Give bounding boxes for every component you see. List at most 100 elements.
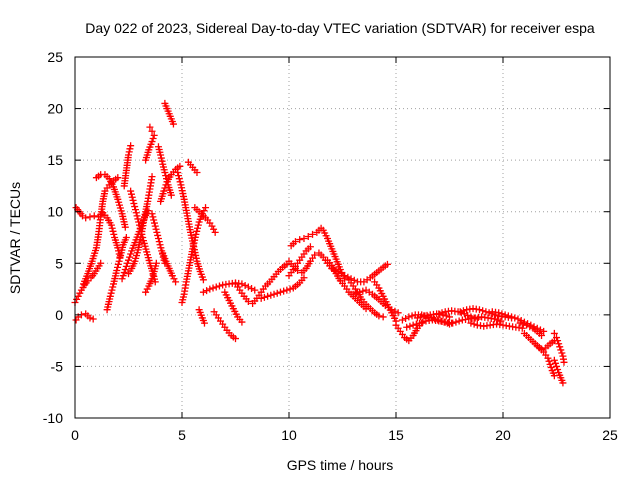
- data-point: [127, 187, 135, 195]
- data-point: [73, 295, 81, 303]
- data-point: [156, 241, 164, 249]
- data-point: [200, 319, 208, 327]
- data-point: [482, 308, 490, 316]
- data-point: [306, 243, 314, 251]
- data-point: [168, 272, 176, 280]
- data-point: [114, 263, 122, 271]
- data-point: [485, 309, 493, 317]
- data-point: [125, 148, 133, 156]
- data-point: [108, 286, 116, 294]
- data-point: [394, 309, 402, 317]
- x-tick-label: 25: [602, 427, 618, 443]
- data-point: [119, 272, 127, 280]
- data-point: [148, 173, 156, 181]
- data-point: [341, 272, 349, 280]
- data-point: [106, 292, 114, 300]
- data-point: [210, 225, 218, 233]
- y-tick-label: -5: [51, 358, 64, 374]
- data-point: [131, 203, 139, 211]
- data-point: [157, 244, 165, 252]
- data-point: [519, 320, 527, 328]
- data-point: [134, 215, 142, 223]
- data-point: [131, 206, 139, 214]
- data-point: [283, 286, 291, 294]
- data-point: [107, 289, 115, 297]
- data-point: [291, 238, 299, 246]
- data-point: [550, 329, 558, 337]
- data-point: [76, 289, 84, 297]
- data-point: [132, 209, 140, 217]
- data-point: [328, 264, 336, 272]
- data-point: [244, 283, 252, 291]
- data-point: [151, 222, 159, 230]
- y-tick-label: 5: [55, 255, 63, 271]
- data-point: [406, 322, 414, 330]
- data-point: [157, 151, 165, 159]
- data-point: [107, 221, 115, 229]
- data-point: [267, 291, 275, 299]
- data-point: [504, 312, 512, 320]
- data-point: [467, 319, 475, 327]
- data-point: [146, 123, 154, 131]
- data-point: [555, 340, 563, 348]
- data-point: [148, 210, 156, 218]
- data-point: [152, 259, 160, 267]
- data-point: [127, 190, 135, 198]
- x-tick-label: 20: [495, 427, 511, 443]
- data-point: [558, 349, 566, 357]
- data-point: [108, 224, 116, 232]
- data-point: [238, 280, 246, 288]
- data-point: [86, 314, 94, 322]
- data-point: [331, 266, 339, 274]
- data-point: [435, 310, 443, 318]
- data-point: [193, 169, 201, 177]
- x-tick-label: 15: [388, 427, 404, 443]
- data-point: [244, 297, 252, 305]
- data-point: [149, 213, 157, 221]
- data-point: [149, 134, 157, 142]
- data-point: [211, 228, 219, 236]
- y-tick-label: 15: [47, 152, 63, 168]
- data-point: [248, 285, 256, 293]
- data-point: [232, 335, 239, 343]
- data-point: [273, 289, 281, 297]
- data-point: [161, 184, 169, 192]
- data-point: [508, 313, 516, 321]
- data-point: [160, 187, 168, 195]
- data-point: [125, 256, 132, 264]
- y-tick-label: 0: [55, 307, 63, 323]
- data-point: [544, 354, 552, 362]
- data-point: [402, 314, 410, 322]
- data-point: [498, 310, 506, 318]
- data-point: [151, 278, 159, 286]
- data-point: [114, 260, 122, 268]
- data-point: [109, 227, 117, 235]
- data-point: [540, 327, 548, 335]
- data-point: [460, 310, 468, 318]
- data-point: [309, 230, 317, 238]
- data-point: [169, 120, 177, 128]
- data-point: [554, 366, 562, 374]
- data-point: [158, 157, 166, 165]
- x-axis-label: GPS time / hours: [287, 457, 394, 473]
- data-point: [127, 142, 135, 150]
- data-point: [127, 250, 135, 258]
- data-point: [419, 318, 427, 326]
- data-point: [126, 145, 134, 153]
- data-point: [547, 363, 555, 371]
- data-point: [150, 216, 158, 224]
- data-point: [153, 228, 161, 236]
- data-point: [553, 362, 560, 370]
- data-point: [241, 281, 249, 289]
- data-point: [209, 284, 217, 292]
- data-point: [113, 267, 121, 275]
- y-tick-label: 20: [47, 101, 63, 117]
- data-point: [501, 311, 509, 319]
- data-point: [109, 283, 117, 291]
- data-point: [208, 222, 216, 230]
- data-point: [157, 154, 165, 162]
- data-point: [74, 292, 82, 300]
- data-point: [459, 307, 467, 315]
- data-point: [152, 225, 160, 233]
